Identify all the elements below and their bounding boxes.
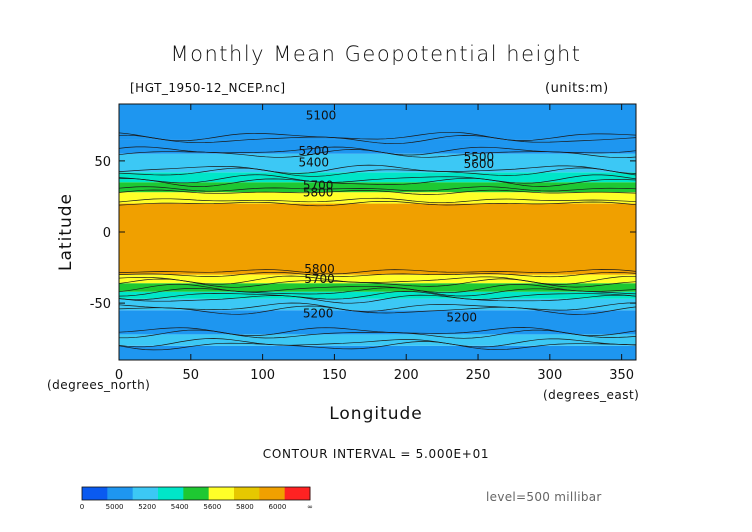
colorbar-swatch (208, 487, 235, 500)
contour-label: 5100 (306, 109, 337, 123)
heat-band-5 (119, 283, 636, 292)
contour-label: 5400 (299, 156, 330, 170)
y-unit-label: (degrees_east) (543, 388, 640, 402)
contour-line (119, 269, 636, 275)
contour-line (119, 302, 636, 312)
chart-title: Monthly Mean Geopotential height (170, 42, 582, 66)
x-tick-label: 350 (609, 368, 634, 383)
contour-label: 5200 (446, 311, 477, 325)
x-tick-label: 150 (322, 368, 347, 383)
x-tick-label: 100 (250, 368, 275, 383)
y-tick-label: -50 (90, 297, 111, 312)
contour-line (119, 271, 636, 278)
colorbar-swatch (132, 487, 159, 500)
x-tick-label: 250 (466, 368, 491, 383)
colorbar-swatch (107, 487, 134, 500)
x-axis-label: Longitude (329, 404, 423, 424)
contour-label: 5200 (299, 144, 330, 158)
contour-line (119, 327, 636, 336)
colorbar-label: 5000 (106, 503, 124, 511)
heat-band-13 (119, 104, 636, 140)
file-label: [HGT_1950-12_NCEP.nc] (130, 81, 286, 95)
contour-line (119, 305, 636, 315)
heat-band-2 (119, 310, 636, 335)
contour-line (119, 287, 636, 297)
contour-line (119, 278, 636, 288)
x-tick-label: 50 (183, 368, 200, 383)
contour-line (119, 200, 636, 207)
heat-band-1 (119, 334, 636, 346)
heat-band-9 (119, 182, 636, 193)
colorbar-frame (81, 486, 311, 501)
contour-line (119, 134, 636, 145)
contour-line (119, 341, 636, 351)
colorbar-swatch (183, 487, 210, 500)
colorbar-label: 5800 (236, 503, 254, 511)
contour-line (119, 131, 636, 142)
contour-label: 5700 (303, 178, 334, 192)
contour-line (119, 164, 636, 174)
level-label: level=500 millibar (486, 490, 602, 504)
contour-line (119, 146, 636, 156)
heat-band-10 (119, 172, 636, 183)
contour-line (119, 174, 636, 184)
contour-line (119, 329, 636, 339)
contour-lines (119, 131, 636, 351)
colorbar-label: 6000 (269, 503, 287, 511)
colorbar-label: 0 (80, 503, 84, 511)
contour-label: 5200 (303, 306, 334, 320)
heat-band-0 (119, 345, 636, 360)
contour-interval-label: CONTOUR INTERVAL = 5.000E+01 (262, 447, 490, 461)
x-unit-label: (degrees_north) (47, 378, 151, 392)
colorbar-swatch (82, 487, 108, 500)
contour-label: 5800 (303, 185, 334, 199)
colorbar-swatch (259, 487, 286, 500)
colorbar-label: 5200 (138, 503, 156, 511)
colorbar-label: ∞ (307, 503, 313, 511)
colorbar-swatch (284, 487, 311, 500)
contour-line (119, 283, 636, 294)
y-tick-label: 50 (94, 155, 111, 170)
heat-band-3 (119, 298, 636, 311)
colorbar-swatch (234, 487, 260, 500)
y-tick-label: 0 (103, 226, 111, 241)
contour-line (119, 294, 636, 304)
x-tick-label: 200 (394, 368, 419, 383)
contour-line (119, 338, 636, 348)
heat-band-7 (119, 203, 636, 275)
contour-label: 5800 (304, 262, 335, 276)
contour-line (119, 186, 636, 192)
colorbar-label: 5600 (203, 503, 221, 511)
contour-line (119, 197, 636, 204)
contour-line (119, 275, 636, 285)
colorbar-label: 5400 (171, 503, 189, 511)
contour-line (119, 291, 636, 301)
heat-band-4 (119, 291, 636, 299)
contour-line (119, 189, 636, 195)
heat-band-6 (119, 274, 636, 284)
units-label: (units:m) (545, 81, 609, 96)
colorbar-swatch (158, 487, 184, 500)
contour-label: 5500 (464, 150, 495, 164)
contour-label: 5700 (304, 272, 335, 286)
contour-line (119, 167, 636, 177)
contour-line (119, 177, 636, 187)
x-tick-label: 300 (537, 368, 562, 383)
heat-band-12 (119, 139, 636, 154)
contour-label: 5600 (464, 157, 495, 171)
x-tick-label: 0 (115, 368, 123, 383)
